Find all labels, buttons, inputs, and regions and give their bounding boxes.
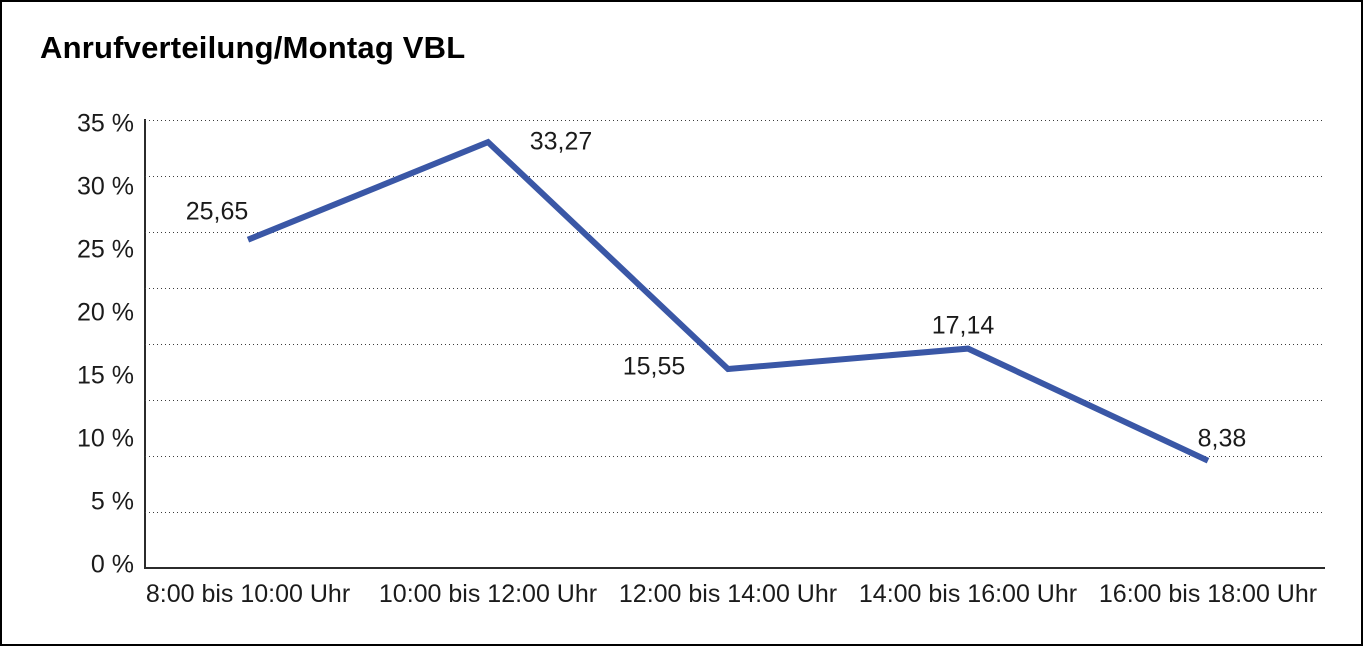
gridline: [145, 512, 1325, 513]
gridline: [145, 176, 1325, 177]
x-axis-category-label: 12:00 bis 14:00 Uhr: [618, 580, 838, 608]
y-axis-tick-label: 25 %: [77, 235, 134, 264]
gridline: [145, 344, 1325, 345]
line-series: [246, 138, 1210, 464]
y-axis-tick-label: 10 %: [77, 424, 134, 453]
gridline: [145, 120, 1325, 121]
gridline: [145, 456, 1325, 457]
gridline: [145, 232, 1325, 233]
y-axis-tick-label: 15 %: [77, 361, 134, 390]
y-axis-tick-label: 0 %: [90, 550, 134, 579]
gridline: [145, 288, 1325, 289]
x-axis-category-label: 10:00 bis 12:00 Uhr: [378, 580, 598, 608]
y-axis-tick-label: 30 %: [77, 172, 134, 201]
data-point-label: 33,27: [529, 127, 593, 156]
y-axis-tick-label: 5 %: [90, 487, 134, 516]
x-axis-category-label: 14:00 bis 16:00 Uhr: [858, 580, 1078, 608]
chart-title: Anrufverteilung/Montag VBL: [40, 30, 466, 65]
gridline: [145, 400, 1325, 401]
data-point-label: 17,14: [931, 311, 995, 340]
x-axis-category-label: 16:00 bis 18:00 Uhr: [1098, 580, 1318, 608]
y-axis-tick-label: 35 %: [77, 109, 134, 138]
data-point-label: 15,55: [622, 352, 686, 381]
data-point-label: 8,38: [1197, 424, 1247, 453]
x-axis-category-label: 8:00 bis 10:00 Uhr: [145, 580, 351, 608]
y-axis-tick-label: 20 %: [77, 298, 134, 327]
x-axis-line: [144, 567, 1325, 569]
data-point-label: 25,65: [185, 197, 249, 226]
